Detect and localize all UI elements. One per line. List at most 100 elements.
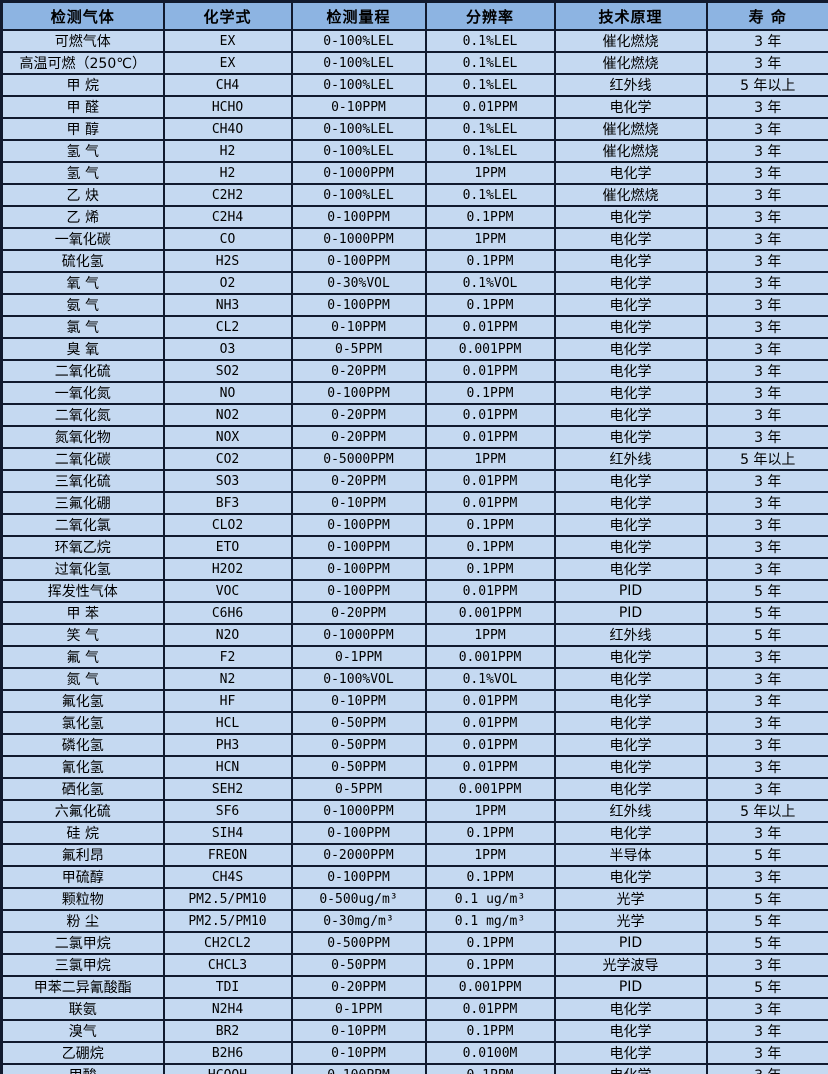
cell-lifespan: 5 年 [705, 579, 828, 603]
cell-resolution: 0.01PPM [424, 711, 556, 735]
cell-principle: PID [553, 601, 708, 625]
cell-formula: PH3 [162, 733, 293, 757]
table-row: 二氧化氯 CLO2 0-100PPM 0.1PPM 电化学 3 年 [0, 513, 828, 537]
cell-lifespan: 3 年 [705, 469, 828, 493]
cell-lifespan: 5 年 [705, 601, 828, 625]
cell-lifespan: 3 年 [705, 403, 828, 427]
cell-formula: BR2 [162, 1019, 293, 1043]
cell-range: 0-20PPM [290, 403, 427, 427]
cell-principle: 电化学 [553, 205, 708, 229]
cell-range: 0-50PPM [290, 755, 427, 779]
cell-range: 0-30mg/m³ [290, 909, 427, 933]
cell-lifespan: 3 年 [705, 425, 828, 449]
cell-principle: 电化学 [553, 315, 708, 339]
cell-range: 0-20PPM [290, 359, 427, 383]
cell-resolution: 0.1%LEL [424, 117, 556, 141]
cell-principle: 电化学 [553, 403, 708, 427]
cell-formula: F2 [162, 645, 293, 669]
cell-principle: 电化学 [553, 425, 708, 449]
cell-resolution: 0.01PPM [424, 469, 556, 493]
cell-formula: CL2 [162, 315, 293, 339]
cell-principle: 电化学 [553, 337, 708, 361]
cell-resolution: 0.1PPM [424, 865, 556, 889]
cell-formula: NO [162, 381, 293, 405]
cell-formula: O3 [162, 337, 293, 361]
cell-principle: 电化学 [553, 777, 708, 801]
cell-lifespan: 3 年 [705, 689, 828, 713]
table-row: 氨 气 NH3 0-100PPM 0.1PPM 电化学 3 年 [0, 293, 828, 317]
cell-gas-name: 氮 气 [0, 667, 165, 691]
cell-gas-name: 二氯甲烷 [0, 931, 165, 955]
table-row: 氯化氢 HCL 0-50PPM 0.01PPM 电化学 3 年 [0, 711, 828, 735]
cell-lifespan: 3 年 [705, 733, 828, 757]
cell-resolution: 0.01PPM [424, 491, 556, 515]
cell-lifespan: 5 年 [705, 975, 828, 999]
header-row: 检测气体 化学式 检测量程 分辨率 技术原理 寿 命 [0, 0, 828, 31]
cell-principle: 红外线 [553, 447, 708, 471]
table-row: 甲 醛 HCHO 0-10PPM 0.01PPM 电化学 3 年 [0, 95, 828, 119]
table-row: 硅 烷 SIH4 0-100PPM 0.1PPM 电化学 3 年 [0, 821, 828, 845]
cell-gas-name: 颗粒物 [0, 887, 165, 911]
cell-formula: CH4 [162, 73, 293, 97]
cell-lifespan: 3 年 [705, 183, 828, 207]
cell-principle: 电化学 [553, 865, 708, 889]
cell-formula: C2H2 [162, 183, 293, 207]
cell-gas-name: 乙 炔 [0, 183, 165, 207]
cell-resolution: 0.1%VOL [424, 271, 556, 295]
cell-formula: CHCL3 [162, 953, 293, 977]
cell-lifespan: 5 年以上 [705, 799, 828, 823]
cell-gas-name: 氢 气 [0, 161, 165, 185]
cell-formula: HCOOH [162, 1063, 293, 1074]
cell-lifespan: 3 年 [705, 865, 828, 889]
cell-gas-name: 氟利昂 [0, 843, 165, 867]
cell-resolution: 0.001PPM [424, 645, 556, 669]
cell-principle: 电化学 [553, 271, 708, 295]
cell-formula: SIH4 [162, 821, 293, 845]
cell-lifespan: 3 年 [705, 337, 828, 361]
cell-principle: 电化学 [553, 711, 708, 735]
cell-formula: SEH2 [162, 777, 293, 801]
cell-principle: 电化学 [553, 667, 708, 691]
cell-principle: 电化学 [553, 755, 708, 779]
table-row: 硫化氢 H2S 0-100PPM 0.1PPM 电化学 3 年 [0, 249, 828, 273]
cell-formula: H2O2 [162, 557, 293, 581]
cell-lifespan: 5 年 [705, 931, 828, 955]
cell-gas-name: 过氧化氢 [0, 557, 165, 581]
cell-resolution: 0.1%LEL [424, 73, 556, 97]
cell-range: 0-1000PPM [290, 227, 427, 251]
cell-principle: 电化学 [553, 557, 708, 581]
cell-lifespan: 3 年 [705, 29, 828, 53]
cell-lifespan: 3 年 [705, 557, 828, 581]
cell-formula: C6H6 [162, 601, 293, 625]
cell-principle: 电化学 [553, 1041, 708, 1065]
cell-range: 0-50PPM [290, 711, 427, 735]
table-row: 氟化氢 HF 0-10PPM 0.01PPM 电化学 3 年 [0, 689, 828, 713]
table-row: 氮 气 N2 0-100%VOL 0.1%VOL 电化学 3 年 [0, 667, 828, 691]
cell-formula: ETO [162, 535, 293, 559]
cell-principle: 电化学 [553, 733, 708, 757]
cell-lifespan: 3 年 [705, 293, 828, 317]
cell-principle: 红外线 [553, 623, 708, 647]
cell-principle: 催化燃烧 [553, 29, 708, 53]
cell-resolution: 0.1PPM [424, 931, 556, 955]
table-row: 甲 苯 C6H6 0-20PPM 0.001PPM PID 5 年 [0, 601, 828, 625]
cell-principle: 电化学 [553, 161, 708, 185]
table-row: 溴气 BR2 0-10PPM 0.1PPM 电化学 3 年 [0, 1019, 828, 1043]
cell-principle: 红外线 [553, 73, 708, 97]
cell-resolution: 1PPM [424, 447, 556, 471]
table-row: 甲 醇 CH4O 0-100%LEL 0.1%LEL 催化燃烧 3 年 [0, 117, 828, 141]
cell-lifespan: 5 年 [705, 843, 828, 867]
cell-lifespan: 3 年 [705, 381, 828, 405]
cell-gas-name: 六氟化硫 [0, 799, 165, 823]
cell-formula: NO2 [162, 403, 293, 427]
column-header-range: 检测量程 [290, 0, 427, 31]
cell-formula: CO2 [162, 447, 293, 471]
table-row: 挥发性气体 VOC 0-100PPM 0.01PPM PID 5 年 [0, 579, 828, 603]
cell-lifespan: 3 年 [705, 645, 828, 669]
cell-formula: PM2.5/PM10 [162, 909, 293, 933]
cell-resolution: 0.1PPM [424, 293, 556, 317]
cell-gas-name: 甲 烷 [0, 73, 165, 97]
table-row: 粉 尘 PM2.5/PM10 0-30mg/m³ 0.1 mg/m³ 光学 5 年 [0, 909, 828, 933]
cell-lifespan: 3 年 [705, 513, 828, 537]
